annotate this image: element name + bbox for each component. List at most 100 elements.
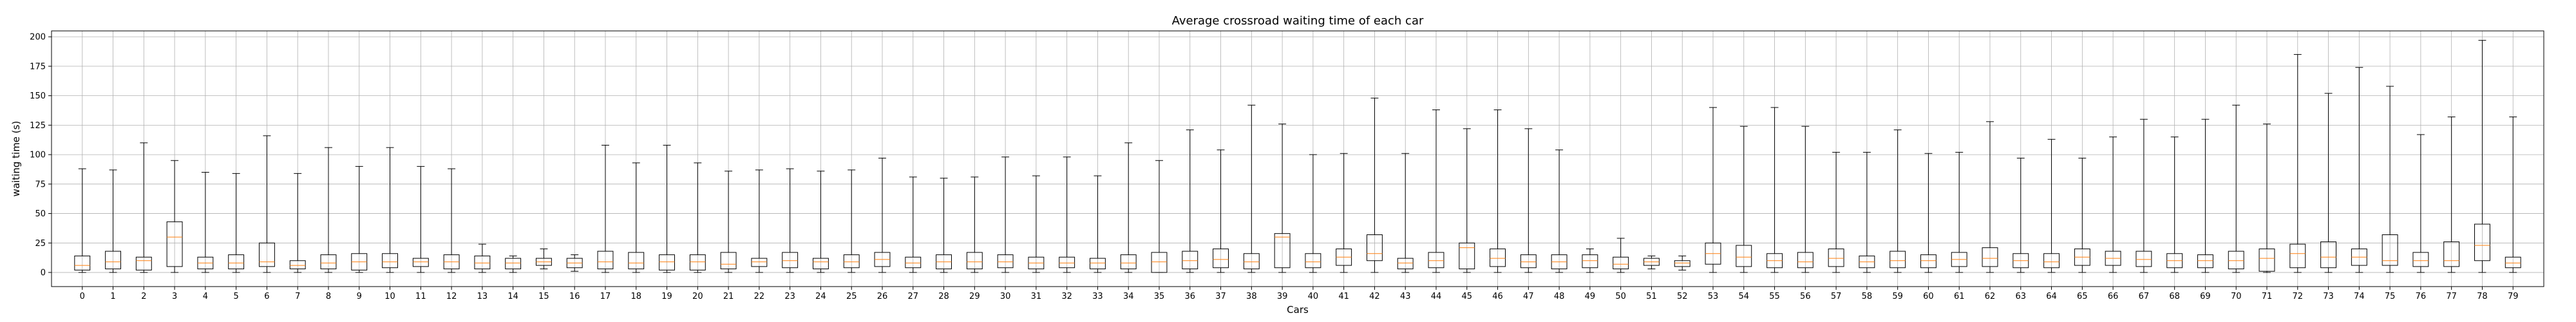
box-car-69 (2197, 118, 2213, 273)
box-car-30 (997, 156, 1014, 273)
y-tick-label-125: 125 (30, 121, 46, 131)
box-car-40 (1305, 154, 1321, 273)
x-tick-label-0: 0 (80, 292, 85, 301)
iqr-box (1428, 252, 1444, 269)
x-tick-label-64: 64 (2046, 292, 2057, 301)
box-car-52 (1674, 255, 1690, 270)
x-tick-label-9: 9 (357, 292, 362, 301)
box-car-27 (905, 176, 922, 273)
iqr-box (1059, 256, 1075, 269)
x-tick-label-13: 13 (477, 292, 488, 301)
box-car-76 (2412, 134, 2429, 273)
x-tick-label-36: 36 (1185, 292, 1196, 301)
iqr-box (782, 252, 799, 269)
box-car-73 (2320, 93, 2336, 273)
y-tick-label-175: 175 (30, 62, 46, 71)
x-tick-label-12: 12 (446, 292, 457, 301)
box-car-59 (1889, 129, 1906, 273)
iqr-box (1367, 234, 1383, 261)
iqr-box (1397, 258, 1414, 270)
box-car-35 (1151, 160, 1168, 273)
box-car-16 (566, 254, 583, 272)
y-tick-label-100: 100 (30, 151, 46, 160)
x-tick-label-77: 77 (2446, 292, 2457, 301)
box-car-60 (1920, 153, 1937, 273)
box-car-47 (1520, 128, 1537, 273)
x-tick-label-69: 69 (2200, 292, 2211, 301)
x-tick-label-59: 59 (1892, 292, 1903, 301)
box-car-41 (1336, 153, 1352, 273)
iqr-box (1674, 260, 1690, 267)
box-car-43 (1397, 153, 1414, 273)
x-tick-label-66: 66 (2108, 292, 2119, 301)
x-tick-label-50: 50 (1615, 292, 1626, 301)
box-car-17 (597, 144, 614, 273)
x-tick-label-60: 60 (1923, 292, 1934, 301)
x-tick-label-43: 43 (1400, 292, 1411, 301)
iqr-box (382, 253, 398, 269)
box-car-62 (1982, 121, 1998, 273)
x-tick-label-55: 55 (1769, 292, 1780, 301)
box-car-57 (1828, 151, 1844, 273)
box-series (74, 40, 2521, 273)
box-car-45 (1459, 128, 1475, 273)
x-tick-label-78: 78 (2477, 292, 2488, 301)
box-car-4 (197, 172, 214, 273)
box-car-7 (289, 173, 306, 273)
box-car-65 (2074, 158, 2090, 273)
box-car-26 (874, 158, 891, 273)
x-tick-label-53: 53 (1708, 292, 1719, 301)
iqr-box (751, 258, 768, 267)
iqr-box (1828, 248, 1844, 267)
box-car-53 (1705, 107, 1721, 273)
x-tick-label-11: 11 (415, 292, 426, 301)
x-tick-label-75: 75 (2385, 292, 2396, 301)
iqr-box (2382, 234, 2398, 266)
box-car-51 (1643, 255, 1660, 270)
y-axis-label: waiting time (s) (10, 121, 22, 197)
box-car-18 (628, 162, 645, 273)
iqr-box (2474, 223, 2490, 261)
plot-frame (51, 30, 2544, 287)
iqr-box (2443, 241, 2460, 267)
x-tick-label-72: 72 (2293, 292, 2304, 301)
x-tick-label-56: 56 (1800, 292, 1811, 301)
iqr-box (905, 256, 922, 269)
x-tick-label-32: 32 (1061, 292, 1072, 301)
box-car-6 (259, 135, 275, 273)
box-car-29 (966, 176, 983, 273)
iqr-box (1736, 245, 1752, 267)
iqr-box (1090, 258, 1106, 270)
x-tick-label-37: 37 (1215, 292, 1226, 301)
x-tick-label-16: 16 (569, 292, 580, 301)
grid-lines (52, 31, 2544, 287)
box-car-63 (2012, 158, 2029, 273)
x-tick-label-46: 46 (1492, 292, 1503, 301)
x-tick-label-67: 67 (2139, 292, 2150, 301)
iqr-box (412, 258, 429, 267)
box-car-78 (2474, 40, 2490, 273)
x-tick-label-21: 21 (723, 292, 734, 301)
box-car-20 (689, 162, 706, 273)
iqr-box (1243, 253, 1260, 270)
x-tick-label-44: 44 (1431, 292, 1442, 301)
box-car-48 (1551, 149, 1567, 273)
x-tick-label-5: 5 (234, 292, 239, 301)
box-car-64 (2043, 138, 2060, 273)
box-car-38 (1243, 104, 1260, 273)
x-tick-label-10: 10 (384, 292, 395, 301)
box-car-54 (1736, 126, 1752, 273)
box-car-19 (659, 144, 675, 273)
iqr-box (228, 254, 245, 270)
iqr-box (2043, 253, 2060, 269)
y-tick-label-25: 25 (35, 239, 46, 249)
x-tick-label-26: 26 (877, 292, 888, 301)
box-car-71 (2259, 124, 2275, 273)
iqr-box (1274, 233, 1291, 269)
x-tick-label-6: 6 (264, 292, 269, 301)
iqr-box (166, 221, 183, 267)
box-car-46 (1490, 109, 1506, 273)
iqr-box (1797, 252, 1814, 269)
